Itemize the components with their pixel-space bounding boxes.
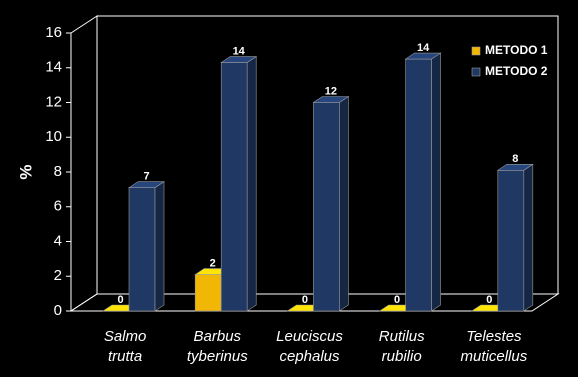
x-tick-label: Leuciscus	[276, 328, 343, 345]
y-tick-label: 12	[45, 93, 62, 110]
value-label: 14	[233, 45, 246, 57]
x-tick-label: Telestes	[466, 328, 522, 345]
bar	[313, 102, 340, 312]
bar	[128, 187, 156, 312]
value-label: 8	[512, 153, 518, 165]
x-tick-label: Rutilus	[379, 328, 425, 345]
value-label: 14	[417, 42, 430, 54]
floor	[69, 293, 560, 312]
bar-side	[246, 55, 257, 312]
value-label: 2	[210, 257, 216, 269]
bar-side	[523, 163, 534, 312]
bar-top	[404, 52, 442, 60]
y-axis-label: %	[16, 164, 35, 179]
bar-top	[312, 96, 350, 103]
bar	[220, 62, 248, 312]
bar-side	[431, 52, 441, 312]
x-tick-label: tyberinus	[187, 348, 248, 365]
x-tick-label: trutta	[108, 348, 142, 365]
value-label: 12	[325, 85, 337, 97]
bar-top	[496, 163, 534, 171]
side-wall	[70, 15, 98, 312]
y-tick-label: 16	[45, 24, 62, 41]
y-tick-label: 4	[54, 232, 62, 249]
y-tick-label: 0	[54, 302, 62, 319]
legend-swatch	[471, 67, 481, 77]
bar-side	[339, 95, 349, 312]
bar-top	[220, 56, 258, 63]
value-label: 0	[394, 294, 400, 306]
bar	[497, 169, 525, 312]
bar-side	[154, 181, 165, 312]
bar	[194, 274, 222, 312]
y-tick-label: 8	[54, 163, 62, 180]
bar	[405, 58, 432, 312]
x-tick-label: rubilio	[382, 348, 422, 365]
x-tick-label: cephalus	[279, 348, 340, 365]
x-tick-label: Barbus	[194, 328, 242, 345]
y-tick-label: 14	[45, 59, 62, 76]
value-label: 0	[117, 294, 123, 306]
value-label: 0	[302, 294, 308, 306]
y-tick-label: 2	[54, 267, 62, 284]
x-tick-label: muticellus	[461, 348, 528, 365]
x-tick-label: Salmo	[104, 328, 147, 345]
legend-label: METODO 1	[485, 43, 548, 57]
legend-swatch	[471, 46, 481, 56]
legend-label: METODO 2	[485, 64, 548, 78]
y-tick-label: 10	[45, 128, 62, 145]
value-label: 7	[143, 171, 149, 183]
y-tick-label: 6	[54, 198, 62, 215]
value-label: 0	[486, 294, 492, 306]
bar-top	[128, 181, 165, 188]
